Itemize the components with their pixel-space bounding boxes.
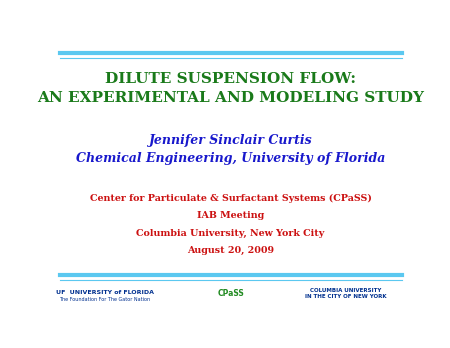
Text: IAB Meeting: IAB Meeting [197, 212, 264, 220]
Text: AN EXPERIMENTAL AND MODELING STUDY: AN EXPERIMENTAL AND MODELING STUDY [37, 91, 424, 105]
Text: The Foundation For The Gator Nation: The Foundation For The Gator Nation [59, 297, 151, 302]
Text: UF  UNIVERSITY of FLORIDA: UF UNIVERSITY of FLORIDA [56, 290, 154, 295]
Text: CPaSS: CPaSS [217, 289, 244, 298]
Text: August 20, 2009: August 20, 2009 [187, 246, 274, 255]
Text: Center for Particulate & Surfactant Systems (CPaSS): Center for Particulate & Surfactant Syst… [90, 194, 372, 203]
Text: Chemical Engineering, University of Florida: Chemical Engineering, University of Flor… [76, 152, 385, 165]
Text: DILUTE SUSPENSION FLOW:: DILUTE SUSPENSION FLOW: [105, 72, 356, 86]
Text: Jennifer Sinclair Curtis: Jennifer Sinclair Curtis [149, 134, 312, 148]
Text: Columbia University, New York City: Columbia University, New York City [136, 229, 325, 238]
Text: COLUMBIA UNIVERSITY
IN THE CITY OF NEW YORK: COLUMBIA UNIVERSITY IN THE CITY OF NEW Y… [305, 288, 387, 299]
